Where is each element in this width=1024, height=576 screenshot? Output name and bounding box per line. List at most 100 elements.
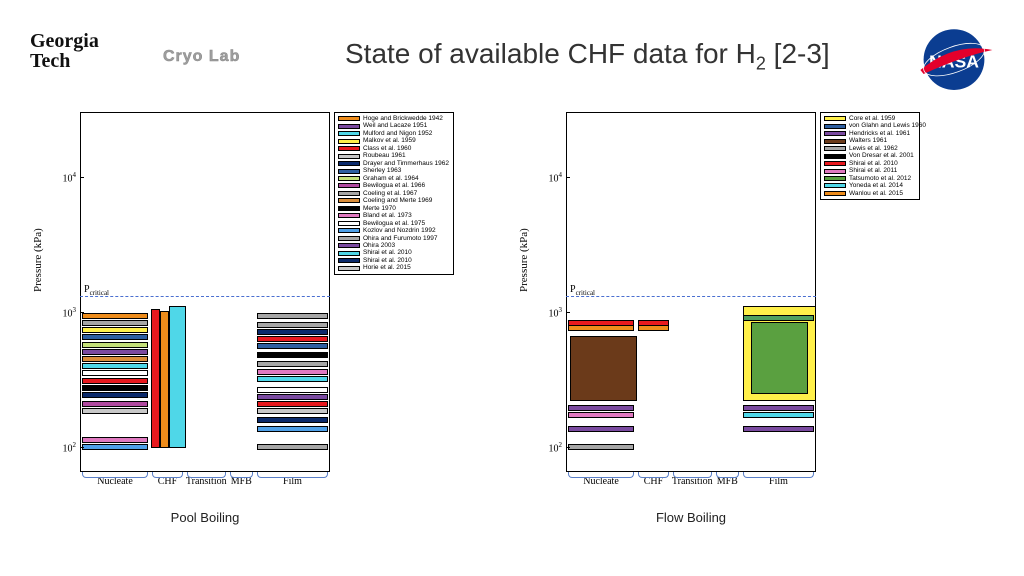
data-bar <box>568 325 634 331</box>
data-bar <box>82 363 148 369</box>
data-bar <box>82 444 148 450</box>
legend-swatch <box>338 116 360 121</box>
title-post: [2-3] <box>766 38 830 69</box>
legend-label: Ohira 2003 <box>363 242 395 249</box>
category-bracket <box>673 472 712 478</box>
legend-item: Shirai et al. 2011 <box>824 167 916 174</box>
legend-item: Malkov et al. 1959 <box>338 137 450 144</box>
legend-label: Shirai et al. 2010 <box>849 160 898 167</box>
chart-caption: Flow Boiling <box>566 510 816 525</box>
legend-label: Weil and Lacaze 1951 <box>363 122 427 129</box>
pcrit-label: Pcritical <box>84 284 109 297</box>
legend-swatch <box>338 243 360 248</box>
y-tick-mark <box>80 447 84 448</box>
legend-item: Graham et al. 1964 <box>338 175 450 182</box>
y-tick: 104 <box>534 171 562 184</box>
category-bracket <box>82 472 148 478</box>
data-bar <box>82 408 148 414</box>
plot-area <box>80 112 330 472</box>
legend-label: Ohira and Furumoto 1997 <box>363 235 437 242</box>
legend-item: von Glahn and Lewis 1960 <box>824 122 916 129</box>
legend-swatch <box>338 228 360 233</box>
legend-swatch <box>338 139 360 144</box>
chart-pool-boiling: Pressure (kPa)104103102PcriticalNucleate… <box>34 112 374 512</box>
legend-swatch <box>338 191 360 196</box>
data-bar <box>568 405 634 411</box>
data-bar <box>82 334 148 340</box>
legend-item: Bewilogua et al. 1975 <box>338 220 450 227</box>
legend-swatch <box>824 131 846 136</box>
legend-item: Coeling and Merte 1969 <box>338 197 450 204</box>
legend-label: Kozlov and Nozdrin 1992 <box>363 227 436 234</box>
data-bar <box>257 352 328 358</box>
y-tick-mark <box>566 447 570 448</box>
data-bar <box>257 313 328 319</box>
data-bar <box>82 349 148 355</box>
legend-item: Sherley 1963 <box>338 167 450 174</box>
legend-swatch <box>824 191 846 196</box>
legend-swatch <box>338 251 360 256</box>
legend-label: Graham et al. 1964 <box>363 175 419 182</box>
legend-swatch <box>338 124 360 129</box>
data-bar <box>257 329 328 335</box>
legend-item: Bewilogua et al. 1966 <box>338 182 450 189</box>
data-bar <box>568 444 634 450</box>
legend-label: Walters 1961 <box>849 137 887 144</box>
legend: Core et al. 1959von Glahn and Lewis 1960… <box>820 112 920 200</box>
legend-item: Drayer and Timmerhaus 1962 <box>338 160 450 167</box>
legend-item: Core et al. 1959 <box>824 115 916 122</box>
y-tick-mark <box>566 177 570 178</box>
legend-item: Merte 1970 <box>338 205 450 212</box>
legend-item: Tatsumoto et al. 2012 <box>824 175 916 182</box>
y-tick: 103 <box>48 306 76 319</box>
data-bar <box>568 412 634 418</box>
data-bar <box>257 444 328 450</box>
legend-label: Tatsumoto et al. 2012 <box>849 175 911 182</box>
pcrit-label: Pcritical <box>570 284 595 297</box>
data-bar <box>257 336 328 342</box>
legend-item: Ohira 2003 <box>338 242 450 249</box>
title-sub: 2 <box>756 54 766 74</box>
legend-item: Bland et al. 1973 <box>338 212 450 219</box>
data-bar <box>638 325 669 331</box>
legend-swatch <box>824 169 846 174</box>
legend-label: Lewis et al. 1962 <box>849 145 898 152</box>
legend-item: Coeling et al. 1967 <box>338 190 450 197</box>
legend-label: Horie et al. 2015 <box>363 264 411 271</box>
legend-swatch <box>824 116 846 121</box>
legend-label: Shirai et al. 2010 <box>363 257 412 264</box>
data-bar <box>743 412 814 418</box>
data-bar <box>82 401 148 407</box>
data-bar <box>257 408 328 414</box>
data-bar <box>82 385 148 391</box>
legend-label: Sherley 1963 <box>363 167 401 174</box>
category-bracket <box>638 472 669 478</box>
legend-swatch <box>338 236 360 241</box>
legend-swatch <box>338 176 360 181</box>
legend-label: Class et al. 1960 <box>363 145 411 152</box>
data-block <box>751 322 809 394</box>
data-block <box>160 311 169 448</box>
legend-swatch <box>338 266 360 271</box>
data-bar <box>82 437 148 443</box>
data-bar <box>82 392 148 398</box>
y-axis-label: Pressure (kPa) <box>32 228 44 292</box>
y-tick: 103 <box>534 306 562 319</box>
legend-swatch <box>338 169 360 174</box>
data-bar <box>257 387 328 393</box>
legend-item: Walters 1961 <box>824 137 916 144</box>
legend: Hoge and Brickwedde 1942Weil and Lacaze … <box>334 112 454 275</box>
legend-item: Von Dresar et al. 2001 <box>824 152 916 159</box>
legend-item: Shirai et al. 2010 <box>338 249 450 256</box>
chart-flow-boiling: Pressure (kPa)104103102PcriticalNucleate… <box>520 112 860 512</box>
gt-logo-line2: Tech <box>30 50 99 73</box>
legend-label: Drayer and Timmerhaus 1962 <box>363 160 449 167</box>
legend-label: Shirai et al. 2010 <box>363 249 412 256</box>
legend-swatch <box>338 161 360 166</box>
legend-label: Bewilogua et al. 1975 <box>363 220 425 227</box>
y-tick-mark <box>80 312 84 313</box>
page-title: State of available CHF data for H2 [2-3] <box>345 38 830 75</box>
legend-item: Class et al. 1960 <box>338 145 450 152</box>
legend-swatch <box>824 139 846 144</box>
legend-swatch <box>824 154 846 159</box>
